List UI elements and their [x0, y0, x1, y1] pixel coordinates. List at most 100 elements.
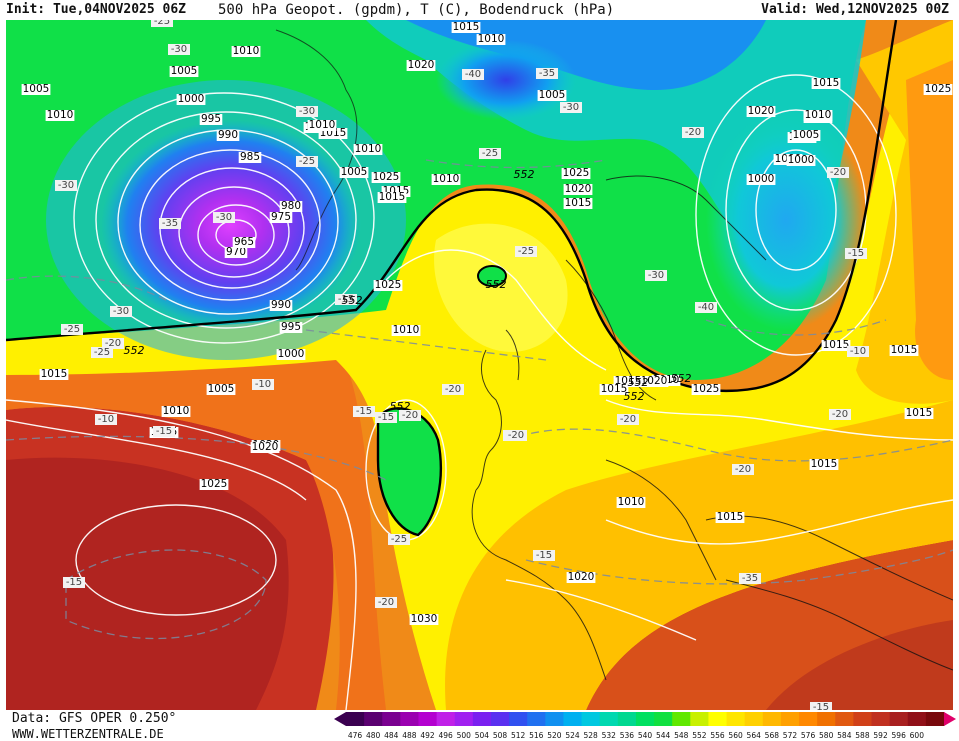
temperature-label-text: -20 — [402, 410, 418, 421]
pressure-label: 1020 — [250, 441, 280, 453]
pressure-label-text: 980 — [281, 200, 301, 212]
pressure-label: 1015 — [599, 383, 629, 395]
temperature-label-bg — [536, 68, 558, 79]
pressure-label-bg — [216, 130, 240, 141]
pressure-label-text: 1015 — [565, 197, 592, 209]
pressure-label-text: 1020 — [641, 375, 668, 387]
scale-swatch — [889, 712, 909, 726]
temperature-label-bg — [533, 550, 555, 561]
pressure-label-bg — [318, 128, 348, 139]
pressure-label-bg — [391, 325, 421, 336]
east-deep-orange — [906, 60, 953, 380]
pressure-label-text: 1015 — [813, 77, 840, 89]
pressure-label-text: 1015 — [379, 191, 406, 203]
temperature-label-bg — [63, 577, 85, 588]
temperature-label: -25 — [151, 20, 173, 27]
pressure-label-text: 1020 — [568, 571, 595, 583]
pressure-label-text: 1025 — [373, 171, 400, 183]
temperature-label-text: -15 — [156, 426, 172, 437]
pressure-label-bg — [199, 479, 229, 490]
pressure-label-text: 1020 — [408, 59, 435, 71]
temperature-label-bg — [560, 102, 582, 113]
pressure-label-text: 1010 — [618, 496, 645, 508]
pressure-label: 1005 — [21, 83, 51, 95]
color-scale-bar — [334, 712, 956, 726]
pressure-label-bg — [563, 184, 593, 195]
pressure-label: 1020 — [406, 59, 436, 71]
temperature-label: -30 — [55, 180, 77, 191]
geopotential-label-text: 552 — [628, 376, 649, 389]
pressure-label-bg — [21, 84, 51, 95]
pressure-label-bg — [269, 212, 293, 223]
pressure-label-bg — [231, 46, 261, 57]
pressure-label-text: 1015 — [453, 21, 480, 33]
scale-label: 548 — [674, 731, 689, 740]
scale-label: 524 — [565, 731, 580, 740]
scale-swatch — [708, 712, 728, 726]
scale-label: 600 — [909, 731, 924, 740]
temperature-label: -20 — [102, 338, 124, 349]
temperature-label-text: -35 — [742, 573, 758, 584]
pressure-label: 990 — [269, 299, 293, 311]
pressure-label-bg — [371, 172, 401, 183]
temperature-label-bg — [462, 69, 484, 80]
scale-label: 504 — [474, 731, 490, 740]
temperature-label: -35 — [739, 573, 761, 584]
southwest-core — [6, 457, 289, 710]
pressure-label-text: 1025 — [375, 279, 402, 291]
temperature-label-text: -25 — [391, 534, 407, 545]
pressure-label: 1015 — [889, 344, 919, 356]
pressure-label: 1015 — [811, 77, 841, 89]
pressure-label-text: 1010 — [309, 119, 336, 131]
pressure-label-bg — [279, 322, 303, 333]
website-credit: WWW.WETTERZENTRALE.DE — [12, 727, 164, 741]
temperature-label-text: -35 — [539, 68, 555, 79]
temperature-label: -20 — [827, 167, 849, 178]
green-island — [478, 266, 506, 286]
scale-label: 580 — [819, 731, 834, 740]
weather-map: 1005101010101005100099599098598097597096… — [6, 20, 953, 710]
pressure-label: 1010 — [307, 119, 337, 131]
temperature-label: -15 — [375, 412, 397, 423]
low-northeast-core — [436, 40, 576, 120]
temperature-label-bg — [61, 324, 83, 335]
temperature-label-bg — [739, 573, 761, 584]
scale-label: 508 — [492, 731, 508, 740]
temperature-label-text: -10 — [98, 414, 114, 425]
temperature-label-text: -20 — [832, 409, 848, 420]
temperature-label-text: -30 — [563, 102, 579, 113]
pressure-label-text: 1030 — [411, 613, 438, 625]
pressure-label-text: 1010 — [433, 173, 460, 185]
geopotential-label-text: 552 — [486, 278, 507, 291]
temperature-label-bg — [55, 180, 77, 191]
pressure-label-bg — [176, 94, 206, 105]
scale-label: 500 — [456, 731, 471, 740]
temperature-label: -10 — [95, 414, 117, 425]
pressure-label-bg — [537, 90, 567, 101]
temperature-label: -30 — [213, 212, 235, 223]
scale-label: 540 — [637, 731, 653, 740]
temperature-label: -25 — [388, 534, 410, 545]
scale-label: 584 — [837, 731, 852, 740]
pressure-label-text: 1015 — [906, 407, 933, 419]
temperature-label-bg — [732, 464, 754, 475]
temperature-label: -30 — [645, 270, 667, 281]
pressure-label: 1020 — [746, 105, 776, 117]
scale-label: 576 — [800, 731, 816, 740]
temperature-label-layer: -25-30-30-35-30-30-25-30-40 -35-30-25-25-… — [55, 20, 869, 710]
pressure-label-text: 990 — [218, 129, 238, 141]
scale-swatch — [726, 712, 746, 726]
pressure-label: 1025 — [371, 171, 401, 183]
temperature-label: -40 — [695, 302, 717, 313]
pressure-label: 1025 — [561, 167, 591, 179]
pressure-label-text: 995 — [281, 321, 301, 333]
pressure-label-bg — [746, 106, 776, 117]
init-time: Init: Tue,04NOV2025 06Z — [6, 2, 187, 17]
scale-arrow-left — [334, 712, 346, 726]
temperature-label: -25 — [61, 324, 83, 335]
temperature-label-text: -10 — [255, 379, 271, 390]
temperature-label: -15 — [810, 702, 832, 710]
geopotential-label: 552 — [486, 278, 507, 291]
pressure-label-text: 1025 — [925, 83, 952, 95]
pressure-label-text: 1010 — [163, 405, 190, 417]
